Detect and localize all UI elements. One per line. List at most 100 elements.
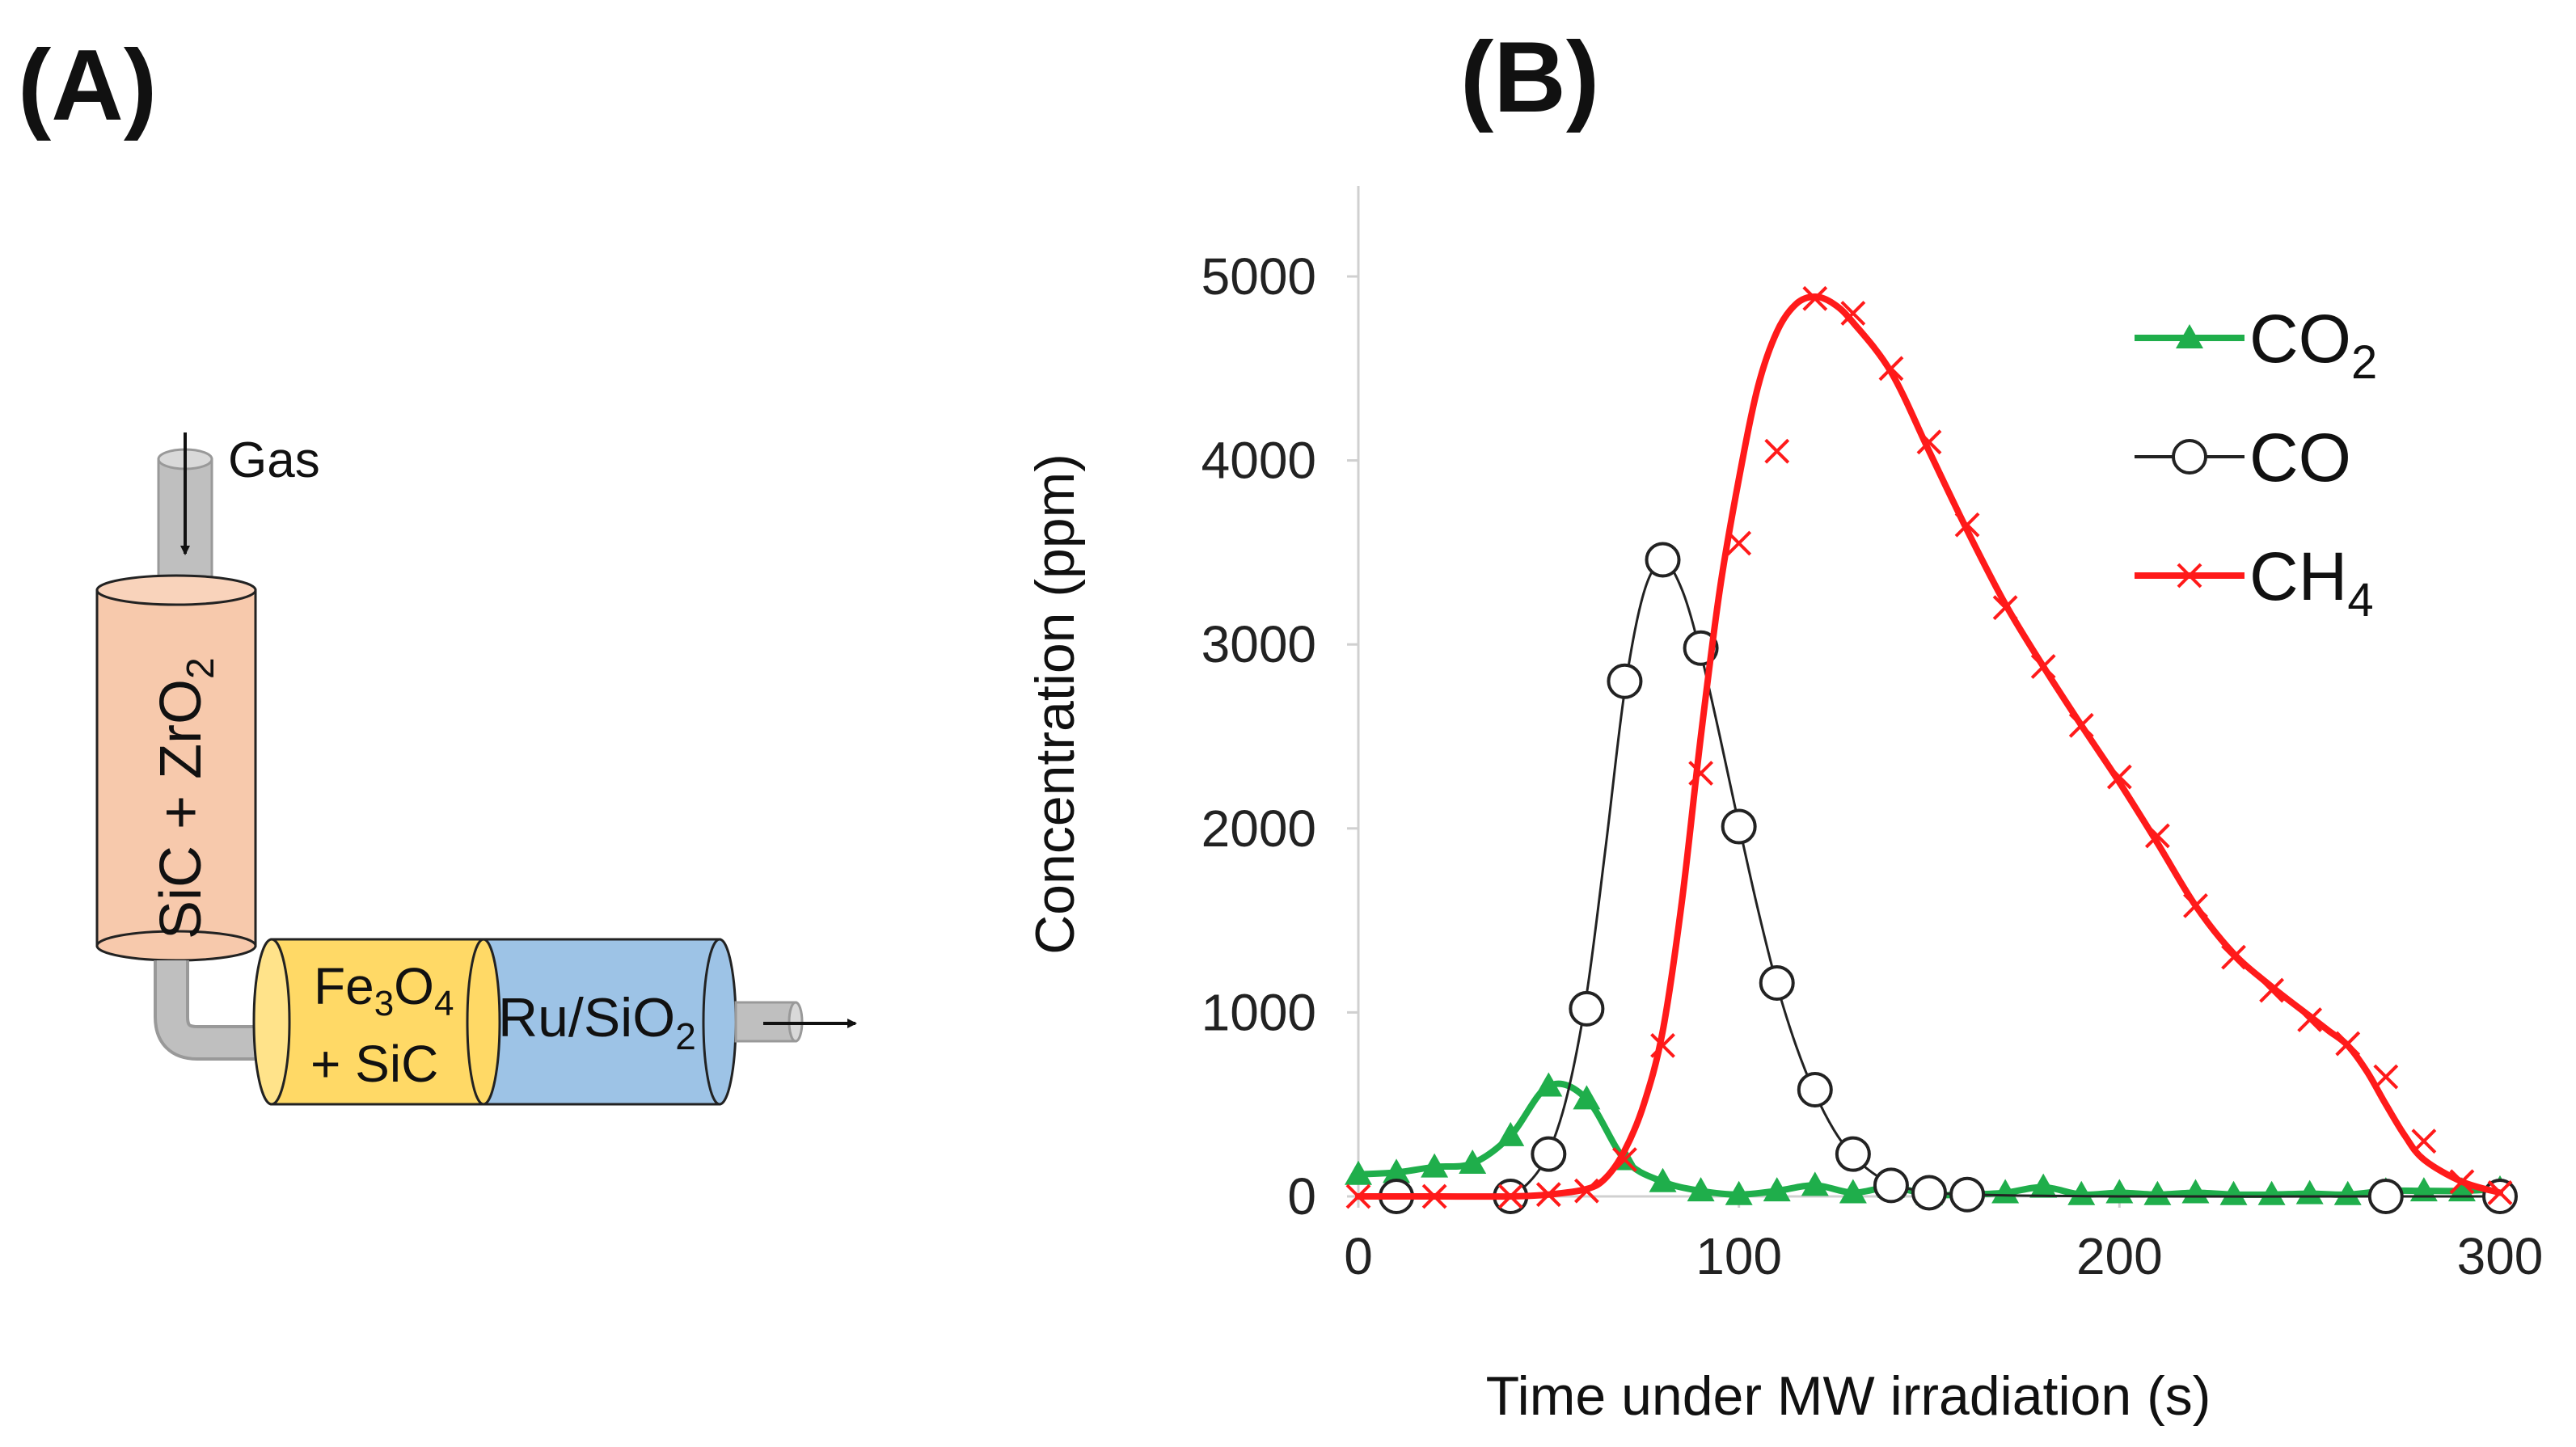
data-point-ch4 [2297, 1007, 2323, 1032]
panel-a-label: (A) [18, 30, 157, 141]
data-point-co2 [1649, 1167, 1677, 1192]
legend-label-ch4: CH4 [2249, 538, 2374, 626]
data-point-co2 [2333, 1180, 2362, 1205]
data-point-co2 [1801, 1171, 1829, 1196]
panel-b-label: (B) [1460, 22, 1599, 133]
x-tick-label: 0 [1344, 1227, 1373, 1285]
series-ch4 [1345, 285, 2513, 1209]
data-point-co2 [1497, 1121, 1525, 1146]
x-axis-title: Time under MW irradiation (s) [1486, 1365, 2211, 1427]
data-point-co [1949, 1176, 1986, 1213]
reactor-ru-sio2-body [467, 938, 721, 1106]
data-point-ch4 [2106, 764, 2132, 790]
data-point-ch4 [1726, 530, 1752, 556]
data-point-co [1721, 808, 1757, 845]
data-point-ch4 [2030, 654, 2056, 679]
data-point-co2 [2143, 1180, 2172, 1205]
data-point-co2 [1535, 1072, 1563, 1097]
legend-marker-co2 [2176, 324, 2203, 348]
data-point-ch4 [1688, 761, 1714, 786]
data-point-co2 [1573, 1085, 1601, 1110]
data-point-co [1911, 1175, 1947, 1211]
reactor-sic-zro2-top [95, 574, 257, 606]
data-point-ch4 [2411, 1128, 2437, 1154]
data-point-co2 [2295, 1179, 2324, 1204]
data-point-co2 [1763, 1177, 1791, 1202]
data-point-ch4 [1345, 1183, 1371, 1209]
fe-subscript: 3 [374, 984, 394, 1023]
data-point-co [1759, 964, 1795, 1001]
y-tick-label: 5000 [1201, 247, 1316, 306]
data-point-ch4 [1840, 301, 1866, 326]
data-point-co2 [1687, 1177, 1715, 1202]
data-point-ch4 [1535, 1182, 1561, 1208]
reactor-fe3o4-divider [466, 938, 501, 1106]
data-point-co2 [1459, 1150, 1487, 1175]
data-point-co [1607, 663, 1643, 699]
reactor-fe3o4-label-line2: + SiC [310, 1035, 438, 1093]
reactor-fe3o4-label-line1: Fe3O4 [314, 957, 454, 1023]
x-tick-label: 100 [1696, 1227, 1782, 1285]
data-point-co2 [2029, 1173, 2058, 1198]
y-tick-label: 0 [1287, 1167, 1316, 1226]
data-point-co [1835, 1136, 1871, 1172]
data-point-co2 [1839, 1179, 1867, 1204]
y-tick-label: 2000 [1201, 799, 1316, 858]
series-co [1357, 542, 2518, 1214]
gas-label: Gas [228, 432, 320, 488]
data-point-co [1645, 542, 1681, 578]
x-tick-label: 200 [2076, 1227, 2163, 1285]
data-point-ch4 [1612, 1147, 1637, 1172]
data-point-co [2482, 1179, 2518, 1214]
data-point-co2 [1991, 1179, 2020, 1204]
data-point-ch4 [2068, 712, 2094, 738]
data-point-ch4 [2487, 1180, 2513, 1205]
data-point-ch4 [2373, 1064, 2399, 1090]
data-point-co [1873, 1167, 1909, 1204]
data-point-ch4 [1916, 429, 1942, 455]
o-subscript: 4 [434, 984, 454, 1023]
data-point-co2 [1421, 1153, 1449, 1178]
data-point-ch4 [1573, 1178, 1599, 1204]
data-point-ch4 [2144, 823, 2170, 849]
legend-marker-ch4 [2177, 563, 2202, 589]
data-point-ch4 [1650, 1032, 1675, 1058]
data-point-co [1797, 1071, 1833, 1107]
data-point-ch4 [1421, 1183, 1447, 1209]
data-point-ch4 [2449, 1169, 2475, 1195]
data-point-ch4 [1954, 512, 1980, 538]
y-tick-label: 4000 [1201, 432, 1316, 490]
reactor-fe3o4-body [270, 938, 485, 1106]
data-point-ch4 [1497, 1183, 1523, 1209]
data-point-co [1531, 1136, 1567, 1172]
data-point-co2 [2067, 1180, 2096, 1205]
legend-label-co2: CO2 [2249, 301, 2377, 389]
data-point-ch4 [2183, 892, 2208, 918]
data-point-co2 [1345, 1160, 1372, 1185]
data-point-ch4 [2221, 944, 2246, 970]
y-axis-title: Concentration (ppm) [1024, 454, 1086, 955]
series-co-line [1357, 560, 2502, 1198]
legend-label-co: CO [2249, 420, 2351, 496]
concentration-chart: 0 1000 2000 3000 4000 5000 0 100 200 300 Time unde… [1024, 186, 2543, 1427]
data-point-ch4 [1878, 356, 1904, 382]
x-tick-label: 300 [2457, 1227, 2544, 1285]
series-ch4-line [1355, 293, 2503, 1200]
data-point-co2 [2257, 1180, 2286, 1205]
data-point-co2 [2219, 1180, 2248, 1205]
data-point-co2 [1725, 1180, 1753, 1205]
reactor-ru-sio2-label: Ru/SiO2 [498, 987, 696, 1057]
elbow-pipe-fill [157, 960, 275, 1057]
legend-marker-co [2172, 439, 2207, 475]
reactor-sic-zro2-subscript: 2 [179, 657, 222, 679]
data-point-ch4 [2259, 977, 2285, 1003]
data-point-co [1569, 990, 1605, 1027]
data-point-ch4 [1802, 285, 1828, 311]
y-tick-label: 1000 [1201, 983, 1316, 1041]
data-point-co2 [1383, 1158, 1411, 1183]
data-point-ch4 [2335, 1031, 2361, 1057]
data-point-co [2367, 1179, 2404, 1214]
reactor-ru-sio2-end [702, 938, 737, 1106]
reactor-sic-zro2-label: SiC + ZrO2 [149, 657, 222, 939]
